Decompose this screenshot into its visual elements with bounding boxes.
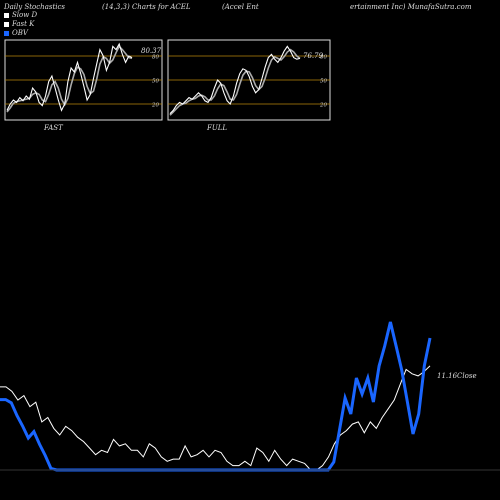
- legend-swatch-obv: [4, 30, 9, 36]
- fast-fast-k-line: [6, 42, 133, 112]
- legend-swatch-slow-d: [4, 12, 9, 18]
- legend-item-slow-d: Slow D: [4, 11, 37, 19]
- full-ytick-80: 80: [320, 55, 327, 61]
- fast-panel-label: FAST: [44, 124, 63, 132]
- chart-title: Daily Stochastics: [4, 3, 66, 11]
- full-ytick-20: 20: [319, 103, 327, 109]
- full-fast-k-line: [169, 45, 301, 114]
- legend-item-fast-k: Fast K: [4, 20, 34, 28]
- full-ytick-50: 50: [320, 79, 327, 85]
- company-name-start: (Accel Ent: [222, 3, 259, 11]
- legend-label-fast-k: Fast K: [12, 20, 35, 28]
- fast-ytick-80: 80: [152, 55, 159, 61]
- fast-ytick-50: 50: [152, 79, 159, 85]
- fast-ytick-20: 20: [151, 103, 159, 109]
- legend-label-obv: OBV: [12, 29, 28, 37]
- full-panel-label: FULL: [207, 124, 228, 132]
- legend-swatch-fast-k: [4, 21, 9, 27]
- full-slow-d-line: [169, 48, 301, 116]
- close-annotation: 11.16Close: [437, 372, 477, 380]
- full-last-value: 76.79: [303, 52, 324, 60]
- fast-slow-d-line: [6, 45, 133, 113]
- chart-params: (14,3,3) Charts for ACEL: [102, 3, 191, 11]
- obv-line: [0, 321, 432, 472]
- price-line: [0, 365, 431, 471]
- company-name-end: ertainment Inc) MunafaSutra.com: [350, 3, 472, 11]
- legend-item-obv: OBV: [4, 29, 28, 37]
- legend-label-slow-d: Slow D: [12, 11, 38, 19]
- fast-last-value: 80.37: [141, 47, 162, 55]
